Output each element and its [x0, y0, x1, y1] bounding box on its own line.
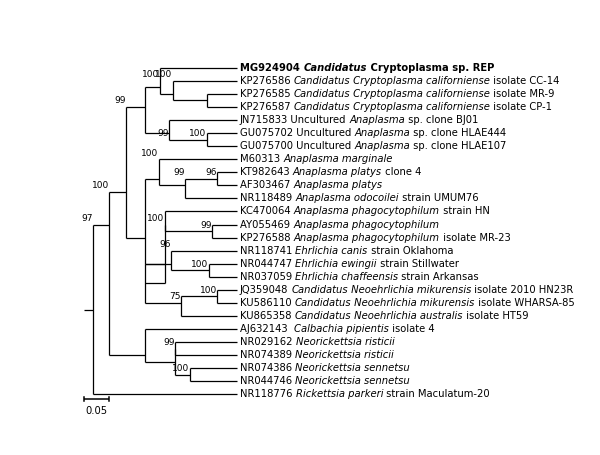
Text: isolate MR-9: isolate MR-9 — [490, 89, 554, 99]
Text: Neorickettsia sennetsu: Neorickettsia sennetsu — [295, 364, 410, 374]
Text: NR074389: NR074389 — [240, 350, 295, 360]
Text: AF303467: AF303467 — [240, 180, 293, 190]
Text: KP276588: KP276588 — [240, 233, 293, 243]
Text: KT982643: KT982643 — [240, 167, 293, 177]
Text: strain Oklahoma: strain Oklahoma — [368, 246, 453, 256]
Text: Ehrlichia canis: Ehrlichia canis — [295, 246, 368, 256]
Text: Neorickettsia risticii: Neorickettsia risticii — [296, 337, 394, 347]
Text: M60313: M60313 — [240, 154, 283, 164]
Text: strain Stillwater: strain Stillwater — [377, 259, 458, 269]
Text: Anaplasma marginale: Anaplasma marginale — [283, 154, 392, 164]
Text: isolate CP-1: isolate CP-1 — [490, 102, 552, 112]
Text: Ehrlichia chaffeensis: Ehrlichia chaffeensis — [295, 272, 398, 282]
Text: 100: 100 — [147, 214, 164, 223]
Text: 100: 100 — [141, 149, 158, 157]
Text: Neoehrlichia mikurensis: Neoehrlichia mikurensis — [348, 285, 472, 295]
Text: KP276585: KP276585 — [240, 89, 293, 99]
Text: NR118776: NR118776 — [240, 389, 296, 399]
Text: Candidatus: Candidatus — [295, 298, 352, 308]
Text: Candidatus: Candidatus — [295, 311, 351, 321]
Text: strain Arkansas: strain Arkansas — [398, 272, 479, 282]
Text: Candidatus: Candidatus — [293, 76, 350, 86]
Text: Cryptoplasma californiense: Cryptoplasma californiense — [350, 89, 490, 99]
Text: 96: 96 — [159, 240, 170, 249]
Text: Neorickettsia risticii: Neorickettsia risticii — [295, 350, 394, 360]
Text: Ehrlichia ewingii: Ehrlichia ewingii — [295, 259, 377, 269]
Text: 100: 100 — [92, 181, 109, 190]
Text: Anaplasma: Anaplasma — [355, 128, 410, 138]
Text: Anaplasma phagocytophilum: Anaplasma phagocytophilum — [293, 233, 440, 243]
Text: AJ632143: AJ632143 — [240, 324, 294, 334]
Text: 100: 100 — [189, 129, 206, 138]
Text: Cryptoplasma sp. REP: Cryptoplasma sp. REP — [367, 63, 494, 73]
Text: 96: 96 — [205, 168, 217, 177]
Text: JQ359048: JQ359048 — [240, 285, 292, 295]
Text: NR118741: NR118741 — [240, 246, 295, 256]
Text: Cryptoplasma californiense: Cryptoplasma californiense — [350, 102, 490, 112]
Text: NR044747: NR044747 — [240, 259, 295, 269]
Text: sp. clone HLAE107: sp. clone HLAE107 — [410, 141, 506, 151]
Text: NR044746: NR044746 — [240, 376, 295, 386]
Text: 0.05: 0.05 — [86, 406, 107, 416]
Text: 100: 100 — [172, 364, 189, 373]
Text: Anaplasma platys: Anaplasma platys — [293, 167, 382, 177]
Text: strain Maculatum-20: strain Maculatum-20 — [383, 389, 490, 399]
Text: Anaplasma: Anaplasma — [350, 115, 406, 125]
Text: Anaplasma platys: Anaplasma platys — [293, 180, 383, 190]
Text: Neorickettsia sennetsu: Neorickettsia sennetsu — [295, 376, 410, 386]
Text: Candidatus: Candidatus — [293, 89, 350, 99]
Text: 99: 99 — [163, 338, 175, 347]
Text: KU865358: KU865358 — [240, 311, 295, 321]
Text: 100: 100 — [142, 70, 159, 79]
Text: 75: 75 — [169, 293, 181, 301]
Text: Neoehrlichia mikurensis: Neoehrlichia mikurensis — [352, 298, 475, 308]
Text: NR074386: NR074386 — [240, 364, 295, 374]
Text: NR118489: NR118489 — [240, 193, 295, 203]
Text: strain UMUM76: strain UMUM76 — [399, 193, 478, 203]
Text: clone 4: clone 4 — [382, 167, 421, 177]
Text: Anaplasma: Anaplasma — [355, 141, 410, 151]
Text: KP276586: KP276586 — [240, 76, 293, 86]
Text: strain HN: strain HN — [440, 207, 490, 217]
Text: isolate 4: isolate 4 — [389, 324, 434, 334]
Text: 100: 100 — [200, 286, 217, 295]
Text: 99: 99 — [200, 221, 212, 229]
Text: Anaplasma phagocytophilum: Anaplasma phagocytophilum — [293, 207, 440, 217]
Text: Candidatus: Candidatus — [304, 63, 367, 73]
Text: 100: 100 — [155, 70, 172, 79]
Text: isolate HT59: isolate HT59 — [463, 311, 529, 321]
Text: Candidatus: Candidatus — [293, 102, 350, 112]
Text: KU586110: KU586110 — [240, 298, 295, 308]
Text: Cryptoplasma californiense: Cryptoplasma californiense — [350, 76, 490, 86]
Text: KP276587: KP276587 — [240, 102, 293, 112]
Text: 100: 100 — [191, 260, 208, 269]
Text: GU075700 Uncultured: GU075700 Uncultured — [240, 141, 355, 151]
Text: 97: 97 — [81, 214, 92, 223]
Text: AY055469: AY055469 — [240, 220, 293, 229]
Text: isolate MR-23: isolate MR-23 — [440, 233, 511, 243]
Text: GU075702 Uncultured: GU075702 Uncultured — [240, 128, 355, 138]
Text: isolate 2010 HN23R: isolate 2010 HN23R — [472, 285, 574, 295]
Text: Candidatus: Candidatus — [292, 285, 348, 295]
Text: Anaplasma phagocytophilum: Anaplasma phagocytophilum — [293, 220, 439, 229]
Text: JN715833 Uncultured: JN715833 Uncultured — [240, 115, 350, 125]
Text: Neoehrlichia australis: Neoehrlichia australis — [351, 311, 463, 321]
Text: 99: 99 — [157, 129, 169, 138]
Text: 99: 99 — [115, 96, 126, 105]
Text: Anaplasma odocoilei: Anaplasma odocoilei — [295, 193, 399, 203]
Text: NR037059: NR037059 — [240, 272, 295, 282]
Text: KC470064: KC470064 — [240, 207, 293, 217]
Text: isolate CC-14: isolate CC-14 — [490, 76, 560, 86]
Text: sp. clone BJ01: sp. clone BJ01 — [406, 115, 479, 125]
Text: Rickettsia parkeri: Rickettsia parkeri — [296, 389, 383, 399]
Text: sp. clone HLAE444: sp. clone HLAE444 — [410, 128, 506, 138]
Text: isolate WHARSA-85: isolate WHARSA-85 — [475, 298, 574, 308]
Text: MG924904: MG924904 — [240, 63, 304, 73]
Text: Calbachia pipientis: Calbachia pipientis — [294, 324, 389, 334]
Text: 99: 99 — [173, 168, 185, 177]
Text: NR029162: NR029162 — [240, 337, 296, 347]
